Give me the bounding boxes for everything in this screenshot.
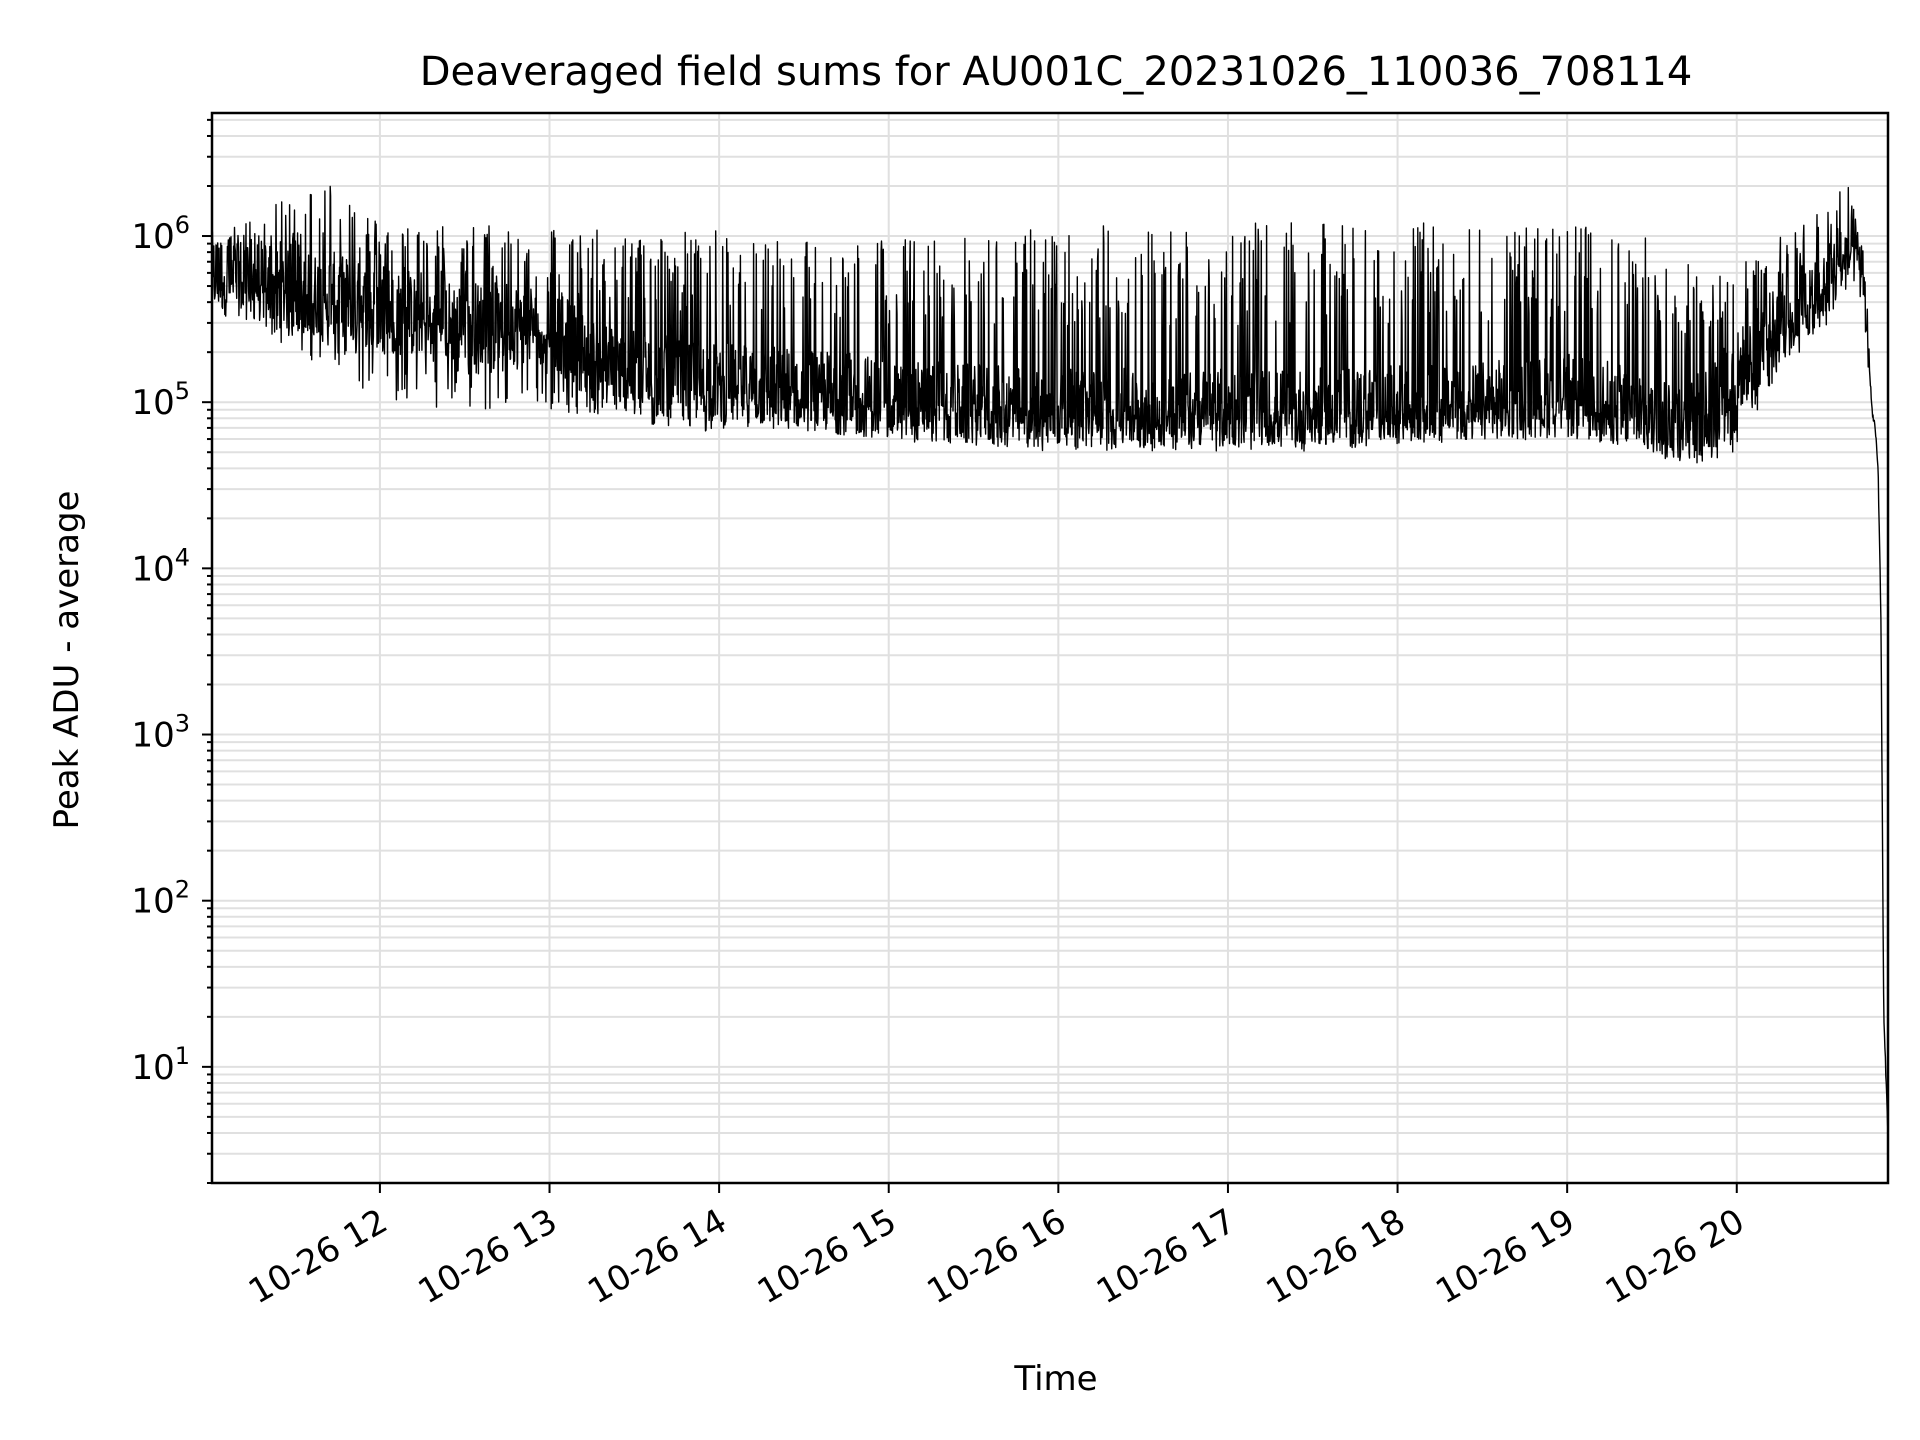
y-tick-label: 105 xyxy=(131,377,190,423)
x-axis-label: Time xyxy=(1013,1359,1097,1399)
y-tick-label: 102 xyxy=(131,876,190,922)
plot-frame xyxy=(210,111,1890,1185)
series-line xyxy=(211,185,1889,1134)
y-tick-label: 104 xyxy=(131,543,190,589)
y-tick-label: 103 xyxy=(131,710,190,756)
series-layer xyxy=(211,185,1889,1134)
y-tick-label: 101 xyxy=(131,1042,190,1088)
y-tick-label: 106 xyxy=(131,211,190,257)
y-axis-label: Peak ADU - average xyxy=(47,491,87,830)
chart-title: Deaveraged field sums for AU001C_2023102… xyxy=(420,49,1693,95)
grid xyxy=(212,113,1888,1184)
